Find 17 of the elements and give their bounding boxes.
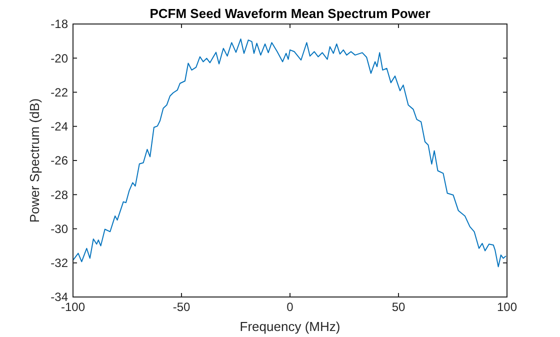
x-tick-label: 0 — [286, 300, 294, 314]
x-tick-label: -50 — [172, 300, 190, 314]
x-axis-title: Frequency (MHz) — [240, 319, 340, 334]
y-axis-title: Power Spectrum (dB) — [27, 98, 42, 223]
x-tick-label: 50 — [392, 300, 406, 314]
y-tick-label: -32 — [50, 256, 68, 270]
y-tick-label: -30 — [50, 222, 68, 236]
y-tick-label: -18 — [50, 17, 68, 32]
chart-title: PCFM Seed Waveform Mean Spectrum Power — [150, 6, 430, 21]
x-tick-label: -100 — [60, 300, 86, 314]
x-tick-label: 100 — [496, 300, 518, 314]
y-tick-label: -20 — [50, 51, 68, 66]
y-tick-label: -22 — [50, 85, 68, 100]
y-tick-label: -28 — [50, 188, 68, 202]
y-tick-label: -26 — [50, 154, 68, 168]
y-tick-label: -24 — [50, 120, 68, 134]
line-series — [72, 38, 506, 268]
